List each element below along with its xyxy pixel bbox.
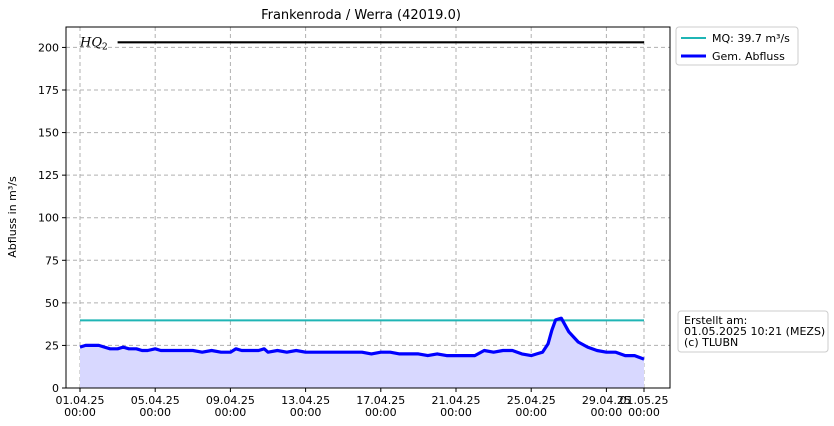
discharge-line [79,316,645,361]
x-tick-label: 01.05.25 [620,394,669,407]
x-tick-label: 13.04.25 [281,394,330,407]
x-tick-label-time: 00:00 [440,406,472,419]
y-tick-label: 50 [45,297,59,310]
y-axis-label: Abfluss in m³/s [6,176,19,258]
x-tick-label: 25.04.25 [507,394,556,407]
x-tick-label: 09.04.25 [206,394,255,407]
y-tick-label: 200 [38,41,59,54]
y-tick-label: 100 [38,212,59,225]
legend-label: MQ: 39.7 m³/s [712,32,790,45]
y-tick-label: 75 [45,254,59,267]
legend-box [675,26,799,66]
grid-lines [66,27,670,389]
x-tick-label-time: 00:00 [139,406,171,419]
x-tick-label: 17.04.25 [356,394,405,407]
y-tick-label: 0 [52,382,59,395]
x-tick-label-time: 00:00 [628,406,660,419]
x-tick-label-time: 00:00 [215,406,247,419]
info-copyright: (c) TLUBN [684,336,738,349]
info-created-date: 01.05.2025 10:21 (MEZS) [684,325,825,338]
legend: MQ: 39.7 m³/s Gem. Abfluss [675,26,799,66]
legend-label: Gem. Abfluss [712,50,785,63]
y-tick-label: 150 [38,127,59,140]
x-tick-label-time: 00:00 [64,406,96,419]
x-tick-label: 05.04.25 [131,394,180,407]
series-lines [79,316,645,361]
chart-title: Frankenroda / Werra (42019.0) [261,8,461,23]
x-axis-ticks: 01.04.2500:0005.04.2500:0009.04.2500:001… [56,388,669,419]
x-tick-label-time: 00:00 [290,406,322,419]
x-tick-label-time: 00:00 [515,406,547,419]
hq-label: HQ2 [79,35,108,52]
x-tick-label-time: 00:00 [365,406,397,419]
info-created-label: Erstellt am: [684,314,747,327]
x-tick-label-time: 00:00 [591,406,623,419]
x-tick-label: 21.04.25 [432,394,481,407]
info-box-frame [677,310,829,353]
plot-frame [65,26,671,389]
y-tick-label: 25 [45,339,59,352]
info-box: Erstellt am: 01.05.2025 10:21 (MEZS) (c)… [677,310,829,353]
x-tick-label: 01.04.25 [56,394,105,407]
plot-border [65,26,671,389]
y-axis-ticks: 0 25 50 75 100 125 150 175 200 [38,41,66,395]
y-tick-label: 175 [38,84,59,97]
hq-annotation: HQ2 [79,35,644,52]
y-tick-label: 125 [38,169,59,182]
x-tick-label: 29.04.25 [582,394,631,407]
